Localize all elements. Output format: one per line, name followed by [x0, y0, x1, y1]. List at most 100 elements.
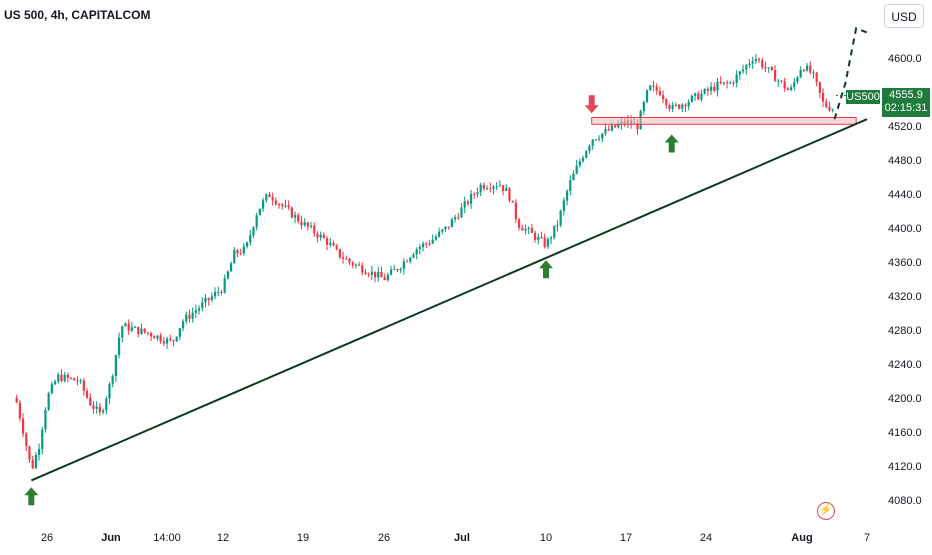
candle-body [546, 239, 549, 247]
lightning-icon[interactable]: ⚡ [817, 502, 835, 520]
candle-body [828, 107, 831, 111]
candle-body [153, 336, 156, 339]
candle-body [757, 58, 761, 61]
candle-body [777, 80, 780, 82]
candle-body [825, 101, 828, 108]
candle-body [63, 374, 66, 382]
candle-body [613, 125, 617, 128]
candle-body [409, 257, 412, 262]
candle-body [498, 185, 501, 187]
candle-body [172, 340, 175, 342]
candle-body [812, 72, 815, 74]
y-tick-label: 4360.0 [888, 257, 922, 269]
candle-body [361, 265, 364, 273]
candle-body [389, 269, 393, 275]
candle-body [181, 321, 185, 329]
candle-body [204, 297, 207, 303]
down-arrow-marker [584, 95, 599, 114]
candle-body [108, 383, 111, 399]
candle-body [101, 410, 105, 413]
candle-body [85, 390, 89, 398]
candle-body [517, 219, 521, 228]
symbol-badge: US500 [846, 90, 880, 104]
candle-body [261, 200, 265, 209]
candle-body [681, 104, 684, 109]
candle-body [313, 225, 316, 234]
candle-body [31, 459, 34, 469]
candle-body [252, 227, 255, 236]
candle-body [764, 67, 767, 69]
candle-body [114, 355, 117, 377]
candle-body [79, 380, 82, 382]
candle-body [735, 74, 738, 83]
candle-body [802, 69, 805, 71]
x-tick-label: Aug [791, 532, 812, 544]
candle-body [581, 157, 585, 162]
candle-body [373, 271, 377, 278]
y-tick-label: 4120.0 [888, 461, 922, 473]
candle-body [25, 433, 28, 447]
candle-body [197, 308, 201, 311]
candle-body [92, 405, 95, 409]
candle-body [265, 194, 268, 201]
currency-button[interactable]: USD [884, 4, 924, 28]
candle-body [706, 89, 709, 91]
candle-body [377, 271, 380, 278]
candle-body [578, 161, 581, 166]
candle-body [34, 454, 37, 469]
candle-body [533, 232, 537, 240]
candle-body [41, 429, 44, 449]
last-price-badge: 4555.9 02:15:31 [882, 88, 930, 117]
candle-body [604, 129, 607, 134]
candle-body [725, 82, 729, 84]
candle-body [348, 258, 351, 263]
candle-body [761, 60, 764, 68]
candle-body [543, 237, 546, 247]
y-tick-label: 4440.0 [888, 189, 922, 201]
candle-body [818, 81, 821, 93]
candle-body [213, 291, 217, 297]
candle-body [297, 214, 300, 222]
candle-body [47, 393, 50, 410]
support-trendline[interactable] [30, 118, 868, 482]
candle-body [300, 221, 303, 226]
candle-body [319, 234, 322, 238]
candle-body [729, 82, 732, 84]
candle-body [809, 65, 812, 73]
candle-body [831, 109, 834, 111]
candle-body [329, 243, 332, 245]
candle-body [370, 271, 373, 275]
candle-body [585, 151, 588, 158]
resistance-zone[interactable] [591, 117, 857, 125]
candle-body [738, 71, 741, 75]
candle-body [684, 104, 687, 107]
candle-body [732, 82, 735, 84]
candle-body [575, 165, 578, 174]
candle-body [143, 328, 146, 333]
candle-body [293, 214, 297, 218]
candle-body [524, 228, 527, 231]
candle-body [645, 90, 649, 103]
candle-body [399, 268, 402, 271]
candle-body [226, 271, 229, 279]
candle-body [805, 65, 809, 71]
candle-body [175, 336, 178, 342]
candle-body [597, 138, 601, 140]
candle-body [565, 190, 569, 201]
candle-body [66, 374, 69, 378]
candle-body [405, 261, 409, 263]
candle-body [588, 145, 591, 152]
candle-body [466, 201, 469, 204]
candle-body [610, 125, 613, 131]
candle-body [562, 200, 565, 211]
x-tick-label: 14:00 [153, 532, 181, 544]
candle-body [469, 193, 473, 204]
candle-body [476, 192, 479, 195]
forecast-path[interactable] [833, 26, 868, 120]
candle-body [146, 332, 149, 334]
candle-body [540, 236, 543, 238]
candle-body [111, 376, 114, 384]
candle-body [28, 446, 31, 460]
